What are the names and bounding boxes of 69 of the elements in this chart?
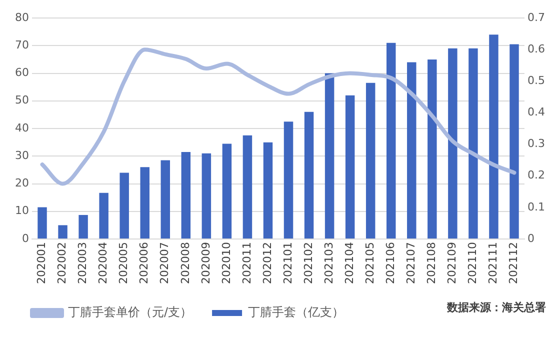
x-tick-label: 202003 — [76, 242, 90, 284]
x-tick-label: 202012 — [260, 242, 274, 284]
x-tick-label: 202101 — [281, 242, 294, 284]
x-tick-label: 202006 — [138, 242, 151, 284]
bar — [160, 160, 170, 239]
bar — [324, 73, 334, 239]
y-tick-label: 80 — [14, 10, 29, 24]
y-tick-label: 10 — [14, 204, 29, 218]
bar — [99, 192, 108, 239]
x-tick-label: 202105 — [363, 242, 376, 284]
bar — [38, 207, 47, 239]
x-tick-label: 202109 — [446, 242, 459, 284]
bar — [489, 34, 498, 239]
x-tick-label: 202106 — [384, 242, 397, 284]
x-tick-label: 202110 — [466, 242, 480, 284]
y2-tick-label: 0.5 — [528, 74, 546, 88]
y-tick-label: 70 — [14, 38, 29, 52]
x-tick-label: 202010 — [220, 242, 233, 284]
y2-tick-label: 0.7 — [528, 10, 546, 24]
bar — [284, 122, 294, 239]
bar — [263, 142, 273, 239]
x-tick-label: 202007 — [158, 242, 172, 284]
bar — [242, 135, 252, 239]
x-tick-label: 202108 — [425, 242, 438, 284]
bar — [407, 62, 416, 239]
y-tick-label: 20 — [14, 176, 29, 190]
bar — [366, 82, 376, 239]
legend-label: 丁腈手套（亿支） — [248, 305, 344, 320]
bar — [222, 144, 232, 239]
x-tick-label: 202112 — [507, 242, 520, 284]
bar — [468, 48, 478, 239]
y-tick-label: 50 — [14, 94, 29, 107]
legend-label: 丁腈手套单价（元/支） — [68, 305, 192, 320]
bar — [58, 225, 68, 239]
bar — [120, 172, 129, 239]
y2-tick-label: 0.2 — [528, 168, 546, 182]
x-tick-label: 202004 — [96, 242, 110, 284]
bar — [345, 95, 355, 239]
bar — [304, 112, 314, 239]
x-tick-label: 202011 — [240, 242, 254, 284]
y-tick-label: 40 — [14, 121, 29, 134]
x-tick-label: 202103 — [322, 242, 336, 284]
x-tick-label: 202107 — [404, 242, 418, 284]
y-tick-label: 30 — [14, 148, 29, 162]
x-tick-label: 202002 — [56, 242, 69, 284]
bar — [202, 153, 212, 239]
x-tick-label: 202009 — [199, 242, 212, 284]
y2-tick-label: 0.6 — [528, 42, 546, 56]
y-tick-label: 60 — [14, 66, 29, 80]
y2-tick-label: 0.4 — [528, 106, 546, 119]
bar — [428, 59, 437, 239]
bar — [510, 44, 519, 239]
x-tick-label: 202102 — [302, 242, 315, 284]
bar — [181, 152, 191, 239]
y-tick-label: 0 — [22, 232, 29, 245]
bar — [386, 42, 396, 239]
x-tick-label: 202111 — [486, 242, 500, 284]
x-tick-label: 202005 — [117, 242, 130, 284]
x-tick-label: 202008 — [178, 242, 192, 284]
line-series — [40, 48, 516, 186]
bar — [448, 48, 458, 239]
y2-tick-label: 0 — [528, 232, 535, 245]
bar — [140, 167, 150, 239]
y2-tick-label: 0.3 — [528, 137, 546, 150]
bar — [78, 214, 88, 239]
source-note: 数据来源：海关总署 — [446, 300, 546, 314]
y2-tick-label: 0.1 — [528, 200, 546, 214]
x-tick-label: 202001 — [35, 242, 48, 284]
x-tick-label: 202104 — [342, 242, 356, 284]
